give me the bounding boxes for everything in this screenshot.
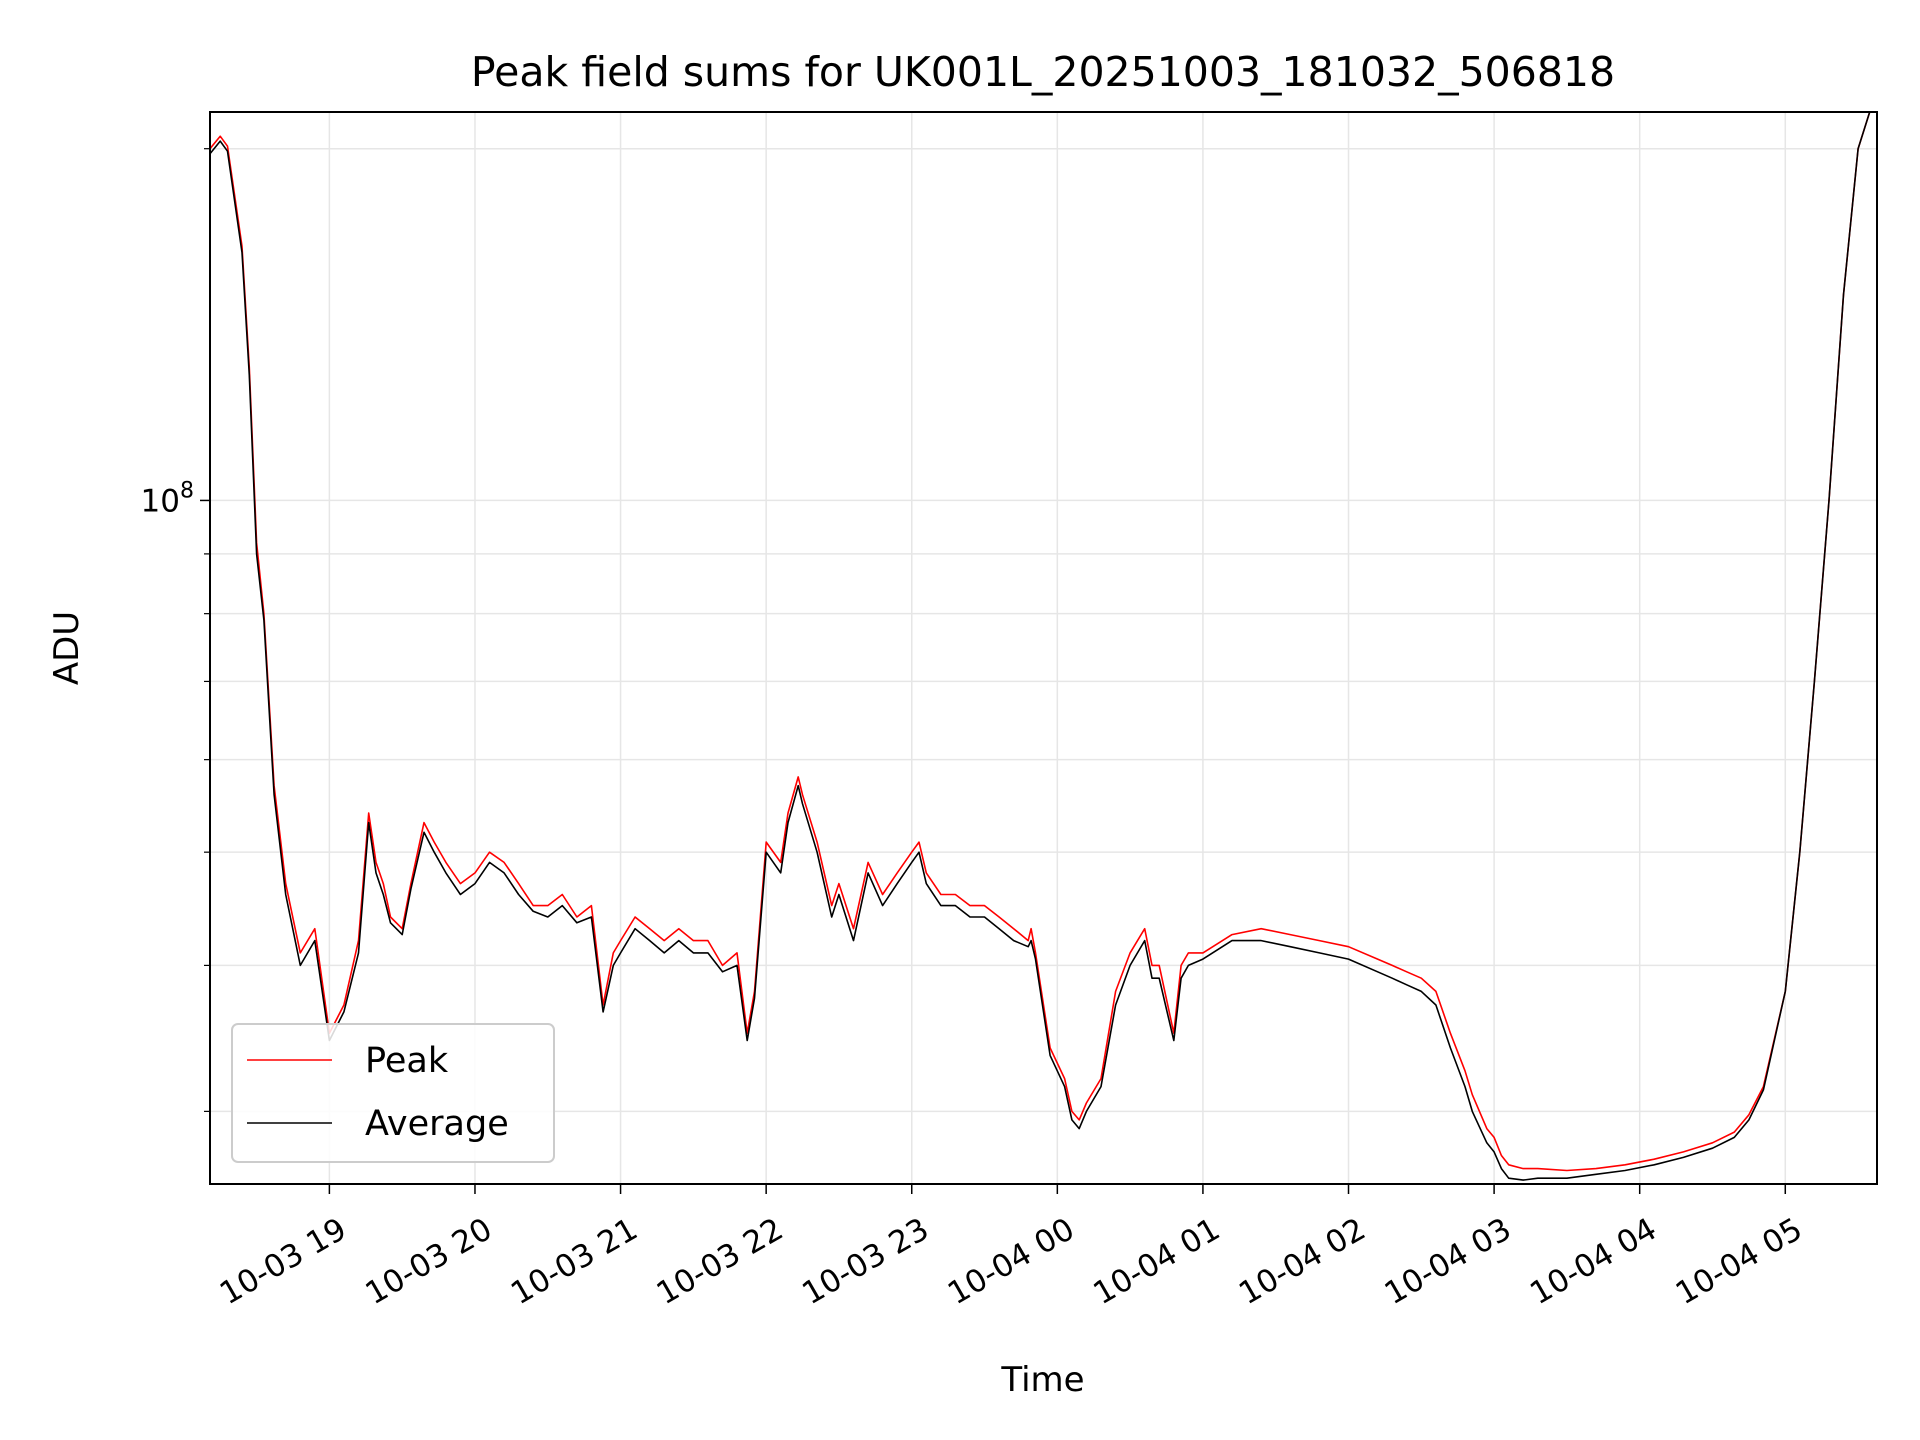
series-line-average <box>210 112 1877 1181</box>
legend: Peak Average <box>231 1023 555 1163</box>
gridlines <box>210 112 1877 1184</box>
x-axis-label: Time <box>1000 1360 1084 1400</box>
series-line-peak <box>210 112 1877 1172</box>
series-layer <box>210 112 1877 1181</box>
legend-label-peak: Peak <box>365 1041 449 1081</box>
chart-title: Peak field sums for UK001L_20251003_1810… <box>471 48 1615 96</box>
y-axis-label: ADU <box>47 611 87 685</box>
legend-label-average: Average <box>365 1104 509 1144</box>
legend-box <box>231 1023 555 1163</box>
plot-frame <box>209 111 1878 1185</box>
